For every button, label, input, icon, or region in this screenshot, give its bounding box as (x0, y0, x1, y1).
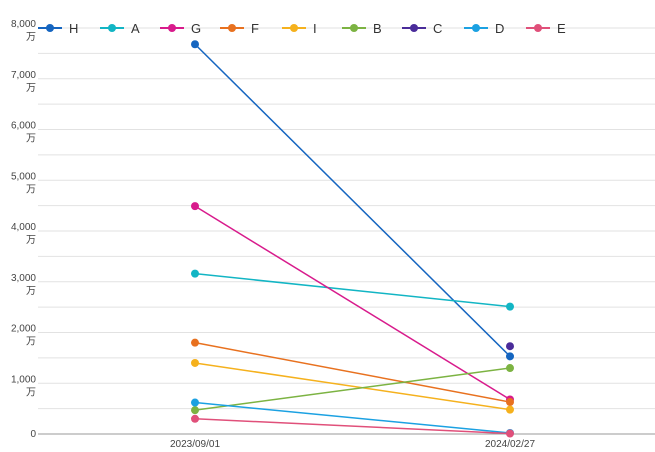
y-axis: 0 1,000 万 2,000 万 3,000 万 4,000 万 5,000 万 6,000 万 7,0… (11, 19, 36, 440)
data-point[interactable] (191, 338, 199, 347)
legend-item-E[interactable]: E (526, 21, 566, 36)
y-tick-unit: 万 (26, 286, 36, 297)
data-point[interactable] (191, 406, 199, 415)
data-point[interactable] (506, 364, 514, 373)
series-H (191, 40, 514, 361)
legend-swatch-marker (350, 24, 358, 32)
series-layer (191, 40, 514, 438)
series-line (194, 362, 511, 411)
y-tick-unit: 万 (26, 32, 36, 43)
data-point[interactable] (506, 398, 514, 407)
series-line (194, 418, 511, 435)
legend-swatch-marker (534, 24, 542, 32)
data-point[interactable] (191, 398, 199, 407)
data-point[interactable] (506, 429, 514, 438)
data-point[interactable] (191, 414, 199, 423)
data-point[interactable] (191, 202, 199, 211)
legend-item-I[interactable]: I (282, 21, 317, 36)
legend-item-D[interactable]: D (464, 21, 504, 36)
y-tick-label: 3,000 (11, 273, 36, 284)
y-tick-unit: 万 (26, 235, 36, 246)
data-point[interactable] (506, 352, 514, 361)
legend-swatch-marker (290, 24, 298, 32)
y-tick-unit: 万 (26, 387, 36, 398)
y-tick-label: 7,000 (11, 70, 36, 81)
series-line (194, 43, 511, 357)
legend-swatch-marker (472, 24, 480, 32)
y-tick-unit: 万 (26, 337, 36, 348)
series-C (506, 342, 514, 351)
data-point[interactable] (506, 302, 514, 311)
y-tick-label: 8,000 (11, 19, 36, 30)
data-point[interactable] (506, 405, 514, 414)
series-line (194, 205, 511, 401)
legend-item-F[interactable]: F (220, 21, 259, 36)
legend-swatch-marker (168, 24, 176, 32)
legend-label: E (557, 21, 566, 36)
legend-label: I (313, 21, 317, 36)
x-axis: 2023/09/01 2024/02/27 (170, 439, 535, 450)
legend-label: H (69, 21, 78, 36)
y-tick-label: 5,000 (11, 171, 36, 182)
series-line (194, 272, 511, 308)
legend-item-G[interactable]: G (160, 21, 201, 36)
y-tick-label: 4,000 (11, 222, 36, 233)
legend-label: C (433, 21, 442, 36)
y-tick-label: 0 (30, 429, 36, 440)
legend-label: A (131, 21, 140, 36)
grid-lines (38, 27, 655, 435)
legend-item-B[interactable]: B (342, 21, 382, 36)
legend-label: B (373, 21, 382, 36)
data-point[interactable] (506, 342, 514, 351)
legend-item-C[interactable]: C (402, 21, 442, 36)
series-line (194, 401, 511, 434)
y-tick-unit: 万 (26, 134, 36, 145)
legend-label: G (191, 21, 201, 36)
legend-item-A[interactable]: A (100, 21, 140, 36)
legend-label: D (495, 21, 504, 36)
y-tick-unit: 万 (26, 184, 36, 195)
legend-swatch-marker (410, 24, 418, 32)
y-tick-label: 6,000 (11, 121, 36, 132)
legend-label: F (251, 21, 259, 36)
data-point[interactable] (191, 269, 199, 278)
x-tick-label: 2024/02/27 (485, 439, 535, 450)
series-B (191, 364, 514, 415)
series-F (191, 338, 514, 407)
legend-swatch-marker (46, 24, 54, 32)
series-I (191, 358, 514, 414)
data-point[interactable] (191, 358, 199, 367)
series-line (194, 341, 511, 403)
x-tick-label: 2023/09/01 (170, 439, 220, 450)
y-tick-unit: 万 (26, 83, 36, 94)
data-point[interactable] (191, 40, 199, 49)
legend-swatch-marker (108, 24, 116, 32)
legend-swatch-marker (228, 24, 236, 32)
legend-item-H[interactable]: H (38, 21, 78, 36)
y-tick-label: 2,000 (11, 324, 36, 335)
series-line (194, 367, 511, 411)
series-E (191, 414, 514, 438)
series-A (191, 269, 514, 311)
y-tick-label: 1,000 (11, 374, 36, 385)
